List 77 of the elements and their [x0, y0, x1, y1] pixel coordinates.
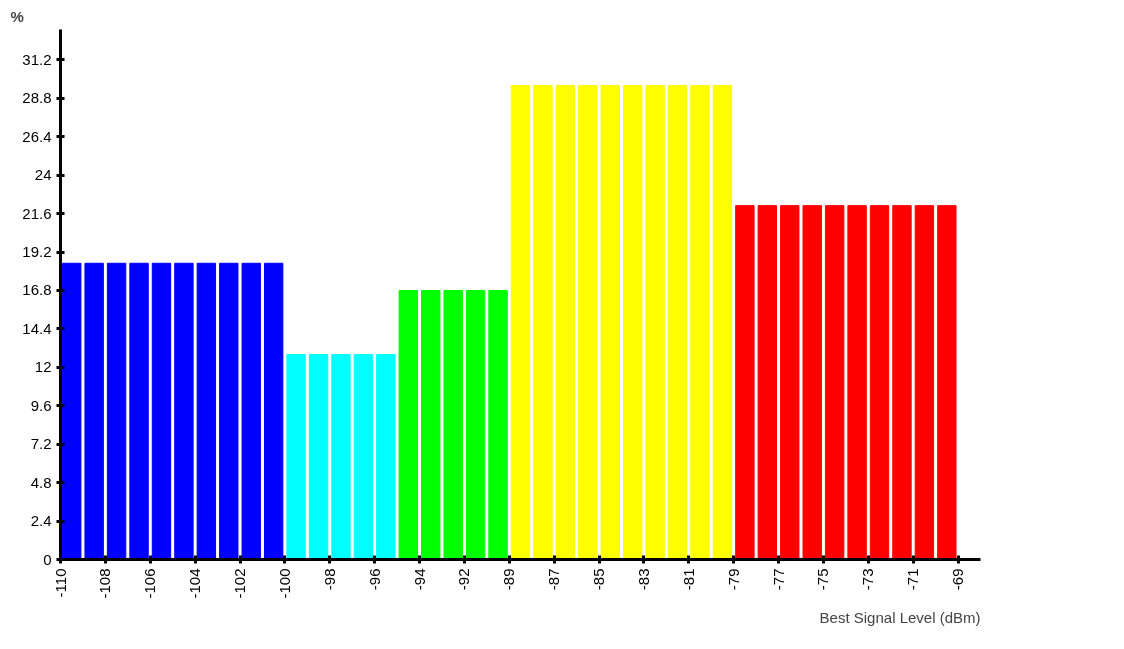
y-tick-label: 21.6 — [22, 204, 52, 222]
x-tick-label: -71 — [904, 568, 922, 591]
bar — [757, 205, 778, 560]
bar — [914, 205, 935, 560]
y-tick-label: 26.4 — [22, 127, 52, 145]
bar — [421, 290, 441, 560]
x-tick-label: -81 — [679, 568, 697, 591]
bar — [174, 262, 194, 560]
bar — [555, 85, 576, 560]
x-tick-label: -110 — [51, 568, 69, 598]
bar — [802, 205, 822, 560]
bar — [937, 205, 957, 560]
x-axis-title: Best Signal Level (dBm) — [819, 608, 981, 626]
x-tick-label: -106 — [141, 568, 159, 599]
bar — [465, 290, 486, 560]
bar — [600, 85, 620, 560]
bar — [735, 205, 755, 560]
x-tick-label: -108 — [96, 568, 114, 599]
bar — [667, 85, 688, 560]
y-tick-label: 9.6 — [30, 396, 52, 414]
y-axis-title: % — [10, 7, 24, 25]
x-tick-label: -87 — [545, 568, 563, 591]
y-tick-label: 12 — [34, 358, 52, 376]
x-tick-label: -85 — [590, 568, 608, 591]
y-tick-label: 14.4 — [22, 319, 52, 337]
bar — [331, 354, 351, 560]
bar — [690, 85, 710, 560]
x-tick-label: -75 — [814, 568, 832, 591]
x-tick-label: -104 — [186, 568, 204, 599]
bar — [869, 205, 890, 560]
bar — [151, 262, 172, 560]
bar — [398, 290, 418, 560]
x-tick-label: -96 — [365, 568, 383, 591]
bar — [219, 262, 239, 560]
text: -69 — [949, 568, 967, 591]
y-tick-label: 4.8 — [30, 473, 52, 491]
x-tick-label: -102 — [231, 568, 249, 599]
bar — [712, 85, 733, 560]
bar — [241, 262, 261, 560]
bar — [578, 85, 598, 560]
bar — [308, 354, 329, 560]
bar — [623, 85, 643, 560]
bar — [263, 262, 284, 560]
bar — [286, 354, 306, 560]
y-tick-label: 19.2 — [22, 243, 52, 261]
y-tick-label: 7.2 — [30, 435, 52, 453]
bar — [376, 354, 396, 560]
y-tick-label: 2.4 — [30, 512, 52, 530]
bar — [443, 290, 463, 560]
x-tick-label: -94 — [410, 568, 428, 591]
bar — [84, 262, 104, 560]
bar — [780, 205, 800, 560]
x-tick-label: -79 — [724, 568, 742, 591]
x-tick-label: -100 — [275, 568, 293, 599]
bar — [533, 85, 553, 560]
bar — [510, 85, 531, 560]
bar — [824, 205, 845, 560]
y-tick-label: 28.8 — [22, 89, 52, 107]
y-tick-label: 0 — [43, 550, 52, 568]
bar — [62, 262, 82, 560]
x-tick-label: -73 — [859, 568, 877, 591]
bar — [847, 205, 867, 560]
y-tick-label: 31.2 — [22, 50, 52, 68]
bar — [645, 85, 665, 560]
y-tick-label: 16.8 — [22, 281, 52, 299]
bar — [892, 205, 912, 560]
x-tick-label: -92 — [455, 568, 473, 591]
x-tick-label: -83 — [634, 568, 652, 591]
y-tick-label: 24 — [34, 166, 52, 184]
bar — [129, 262, 149, 560]
x-tick-label: -89 — [500, 568, 518, 591]
x-tick-label: -77 — [769, 568, 787, 591]
bar — [353, 354, 374, 560]
bar — [196, 262, 217, 560]
bar — [488, 290, 508, 560]
x-tick-label: -98 — [320, 568, 338, 591]
bar — [106, 262, 127, 560]
